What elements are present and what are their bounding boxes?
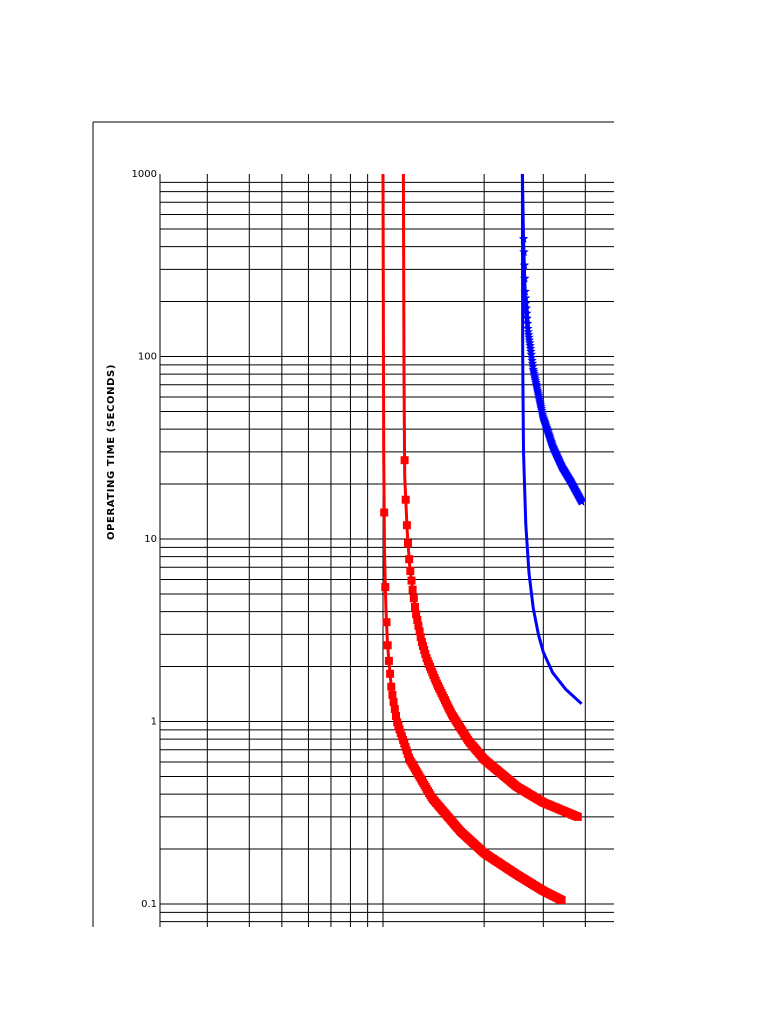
- series-marker: [520, 273, 530, 283]
- y-tick-label: 100: [138, 352, 157, 363]
- series: [380, 173, 566, 905]
- series-marker: [384, 656, 393, 665]
- y-tick-labels: 1000 100 10 1 0.1: [132, 169, 157, 910]
- y-tick-label: 0.1: [141, 899, 157, 910]
- series: [520, 173, 583, 705]
- chart-frame: [92, 121, 614, 927]
- series-marker: [392, 712, 400, 720]
- series-marker: [521, 308, 532, 318]
- series-marker: [386, 669, 395, 678]
- series-marker: [401, 495, 410, 504]
- series: [400, 173, 582, 821]
- y-tick-label: 1000: [132, 169, 157, 180]
- series-marker: [415, 627, 424, 636]
- series-marker: [519, 260, 530, 270]
- series-marker: [413, 616, 422, 624]
- series-marker: [387, 682, 396, 691]
- series-marker: [400, 456, 409, 465]
- series-marker: [411, 603, 419, 611]
- series-marker: [521, 303, 532, 313]
- series-marker: [383, 641, 392, 650]
- series-marker: [573, 812, 582, 821]
- y-axis-title: OPERATING TIME (SECONDS): [106, 364, 117, 540]
- series-marker: [576, 496, 587, 506]
- series-marker: [381, 583, 390, 591]
- series-marker: [388, 690, 397, 699]
- series-marker: [406, 567, 415, 575]
- series-group: [380, 173, 587, 905]
- y-tick-label: 10: [144, 534, 157, 545]
- series-marker: [382, 618, 391, 627]
- y-tick-label: 1: [151, 717, 157, 728]
- series-marker: [407, 576, 416, 585]
- series-marker: [522, 318, 533, 328]
- series-marker: [402, 521, 411, 530]
- series-marker: [380, 508, 389, 517]
- series-marker: [390, 705, 399, 713]
- series-marker: [412, 610, 421, 619]
- series-marker: [414, 621, 423, 630]
- series-line: [520, 173, 583, 705]
- series-marker: [408, 585, 417, 594]
- series-marker: [409, 594, 418, 603]
- series-marker: [389, 698, 398, 706]
- series-marker: [416, 633, 425, 642]
- series-marker: [557, 896, 566, 905]
- series-marker: [405, 555, 414, 564]
- series-marker: [404, 539, 412, 548]
- series-marker: [522, 313, 532, 323]
